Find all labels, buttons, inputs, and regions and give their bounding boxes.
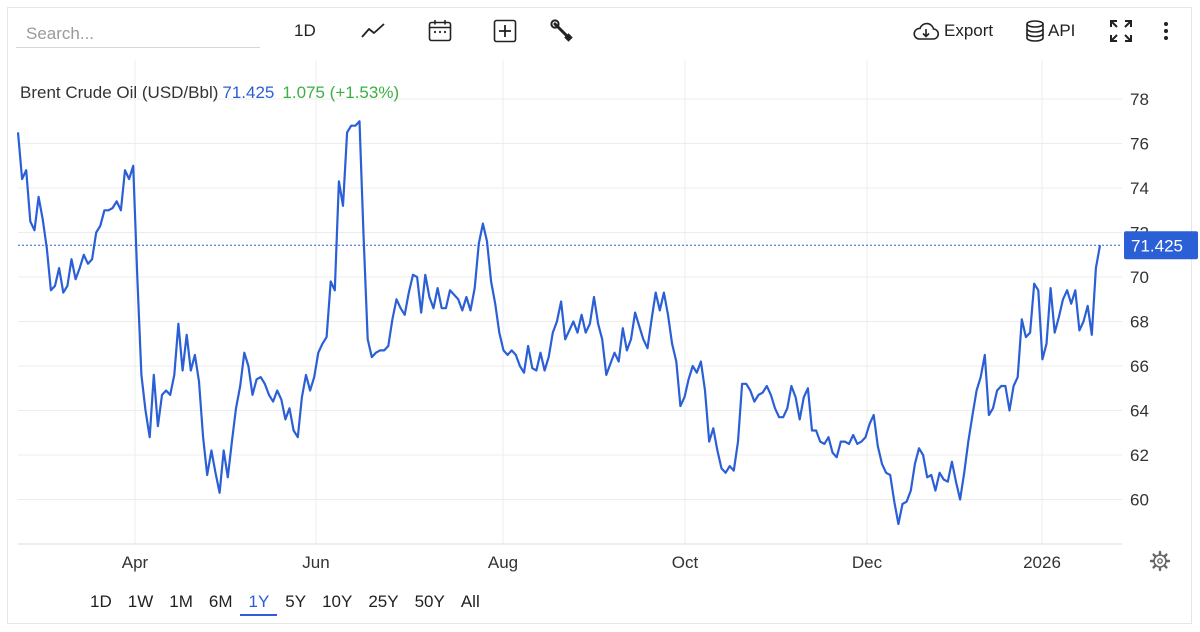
x-tick-label: Apr — [122, 553, 149, 572]
interval-button[interactable]: 1D — [294, 21, 316, 40]
y-tick-label: 64 — [1130, 402, 1149, 421]
range-option-1w[interactable]: 1W — [127, 592, 154, 611]
y-tick-label: 60 — [1130, 491, 1149, 510]
chart-legend: Brent Crude Oil (USD/Bbl) 71.425 1.075 (+1… — [20, 83, 399, 103]
more-button[interactable] — [1160, 16, 1172, 46]
y-tick-label: 70 — [1130, 268, 1149, 287]
last-price-tag — [1124, 231, 1198, 260]
settings-icon[interactable] — [1149, 550, 1171, 572]
calendar-icon — [428, 20, 452, 42]
search-input[interactable] — [16, 20, 260, 48]
wrench-icon — [550, 19, 573, 42]
cloud-download-icon — [913, 22, 940, 40]
y-tick-label: 78 — [1130, 90, 1149, 109]
chart-grid — [18, 98, 1122, 500]
chart-type-button[interactable] — [360, 16, 386, 46]
price-change: 1.075 (+1.53%) — [282, 83, 400, 102]
y-axis-labels: 60626466687072747678 — [1130, 90, 1149, 510]
x-axis-labels: Apr Jun Aug Oct Dec 2026 — [122, 553, 1061, 572]
toolbar: 1D Export — [0, 0, 1200, 60]
chart-frame — [7, 7, 1192, 624]
fullscreen-button[interactable] — [1108, 16, 1134, 46]
more-vertical-icon — [1164, 22, 1168, 40]
y-tick-label: 62 — [1130, 446, 1149, 465]
instrument-name: Brent Crude Oil (USD/Bbl) — [20, 83, 219, 102]
range-selector: 1D 1W 1M 6M 1Y 5Y 10Y 25Y 50Y All — [82, 586, 488, 622]
y-tick-label: 74 — [1130, 179, 1149, 198]
date-range-button[interactable] — [427, 16, 453, 46]
range-option-50y[interactable]: 50Y — [414, 592, 445, 611]
range-option-all[interactable]: All — [460, 592, 480, 611]
range-option-5y[interactable]: 5Y — [285, 592, 307, 611]
fullscreen-icon — [1110, 20, 1132, 42]
api-button[interactable]: API — [1025, 16, 1075, 46]
chart-x-grid — [134, 60, 1043, 544]
y-tick-label: 76 — [1130, 135, 1149, 154]
line-chart-icon — [361, 23, 385, 38]
current-price: 71.425 — [222, 83, 275, 102]
range-option-25y[interactable]: 25Y — [368, 592, 399, 611]
x-tick-label: Oct — [672, 553, 699, 572]
export-label: Export — [944, 21, 994, 40]
x-tick-label: Dec — [852, 553, 883, 572]
tools-button[interactable] — [549, 16, 575, 46]
last-price-tag-label: 71.425 — [1131, 236, 1183, 255]
compare-button[interactable] — [492, 16, 518, 46]
x-tick-label: Jun — [302, 553, 329, 572]
y-tick-label: 68 — [1130, 313, 1149, 332]
range-option-1y[interactable]: 1Y — [240, 586, 278, 616]
range-option-6m[interactable]: 6M — [208, 592, 233, 611]
x-tick-label: 2026 — [1023, 553, 1061, 572]
x-tick-label: Aug — [488, 553, 518, 572]
y-tick-label: 66 — [1130, 357, 1149, 376]
range-option-1d[interactable]: 1D — [90, 592, 112, 611]
api-label: API — [1048, 21, 1076, 40]
price-line — [16, 120, 1102, 526]
range-option-10y[interactable]: 10Y — [322, 592, 353, 611]
add-icon — [493, 19, 517, 43]
database-icon — [1026, 20, 1044, 42]
range-option-1m[interactable]: 1M — [169, 592, 193, 611]
export-button[interactable]: Export — [912, 16, 993, 46]
